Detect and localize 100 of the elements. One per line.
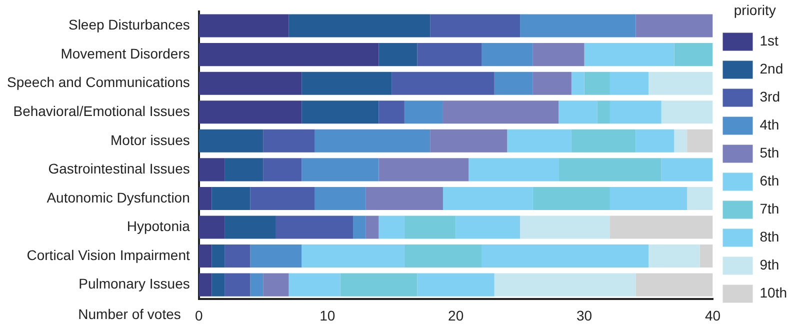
y-tick-label: Sleep Disturbances (68, 16, 190, 33)
bar (648, 244, 700, 268)
bar (661, 100, 713, 124)
y-tick-label: Pulmonary Issues (78, 276, 190, 292)
bar (224, 273, 250, 296)
bar (417, 43, 482, 66)
legend-label: 9th (760, 256, 780, 273)
bar (404, 100, 443, 124)
bar (700, 244, 713, 268)
x-tick-label: 10 (320, 307, 336, 324)
bar (378, 43, 418, 66)
bar (584, 43, 674, 66)
bar (276, 216, 354, 239)
bar (224, 216, 276, 239)
bar (482, 43, 533, 66)
bar (392, 72, 494, 95)
bar (302, 158, 379, 182)
bar (636, 14, 713, 38)
bar (314, 129, 430, 152)
bar (417, 273, 494, 296)
bar (532, 186, 610, 210)
bar (198, 216, 225, 239)
bar (687, 129, 713, 152)
bar (456, 216, 520, 239)
bar (442, 186, 533, 210)
bar (288, 14, 430, 38)
bar (198, 100, 302, 124)
bar (302, 72, 392, 95)
legend-label: 3rd (760, 88, 780, 105)
bar (353, 216, 366, 239)
y-tick-label: Motor issues (110, 132, 190, 148)
bar (198, 72, 302, 95)
bar (198, 244, 212, 268)
legend-label: 6th (760, 172, 780, 189)
bar (610, 186, 688, 210)
legend-label: 4th (760, 116, 780, 133)
bar (674, 43, 713, 66)
bar (366, 216, 379, 239)
bar (520, 216, 610, 239)
bar (610, 72, 649, 95)
x-tick-label: 40 (704, 307, 721, 324)
bar (404, 244, 482, 268)
bar (314, 186, 366, 210)
bar (674, 129, 688, 152)
legend-label: 2nd (760, 60, 784, 77)
bar (198, 14, 289, 38)
bar (340, 273, 418, 296)
bar (288, 273, 340, 296)
legend-label: 5th (760, 144, 780, 161)
bar (224, 158, 264, 182)
bar (378, 158, 469, 182)
legend-label: 1st (760, 32, 779, 49)
bar (636, 273, 713, 296)
x-tick-label: 30 (576, 307, 592, 324)
bar (610, 100, 662, 124)
legend-label: 10th (760, 284, 787, 301)
bar (442, 100, 559, 124)
legend-title: priority (734, 2, 776, 18)
bar (198, 158, 225, 182)
bar (366, 186, 443, 210)
bar (482, 244, 649, 268)
bar (558, 100, 598, 124)
bar (507, 129, 572, 152)
legend-label: 8th (760, 228, 780, 245)
y-tick-label: Speech and Communications (6, 74, 190, 90)
bar (494, 273, 636, 296)
bar (468, 158, 559, 182)
bar (198, 273, 212, 296)
bar (571, 129, 636, 152)
bar (212, 186, 250, 210)
y-tick-label: Gastrointestinal Issues (48, 160, 190, 177)
bar (532, 43, 584, 66)
bar (558, 158, 662, 182)
bar (532, 72, 572, 95)
bar (250, 244, 302, 268)
bar (687, 186, 713, 210)
y-tick-label: Movement Disorders (60, 45, 190, 62)
bar (520, 14, 636, 38)
bar (212, 244, 225, 268)
bar (430, 129, 508, 152)
x-axis-title: Number of votes (78, 306, 181, 322)
bar (378, 216, 404, 239)
bar (584, 72, 610, 95)
y-tick-label: Cortical Vision Impairment (26, 246, 190, 263)
bar (378, 100, 404, 124)
bar (198, 186, 212, 210)
bar (597, 100, 610, 124)
legend-label: 7th (760, 200, 780, 217)
bar (661, 158, 713, 182)
y-tick-label: Behavioral/Emotional Issues (13, 102, 190, 119)
bar (610, 216, 713, 239)
bar (404, 216, 456, 239)
bar (494, 72, 533, 95)
bar (648, 72, 713, 95)
bar (250, 186, 315, 210)
bar (224, 244, 250, 268)
x-tick-label: 0 (194, 307, 203, 324)
x-tick-label: 20 (448, 307, 464, 324)
bar (263, 129, 315, 152)
y-tick-label: Autonomic Dysfunction (46, 189, 190, 206)
